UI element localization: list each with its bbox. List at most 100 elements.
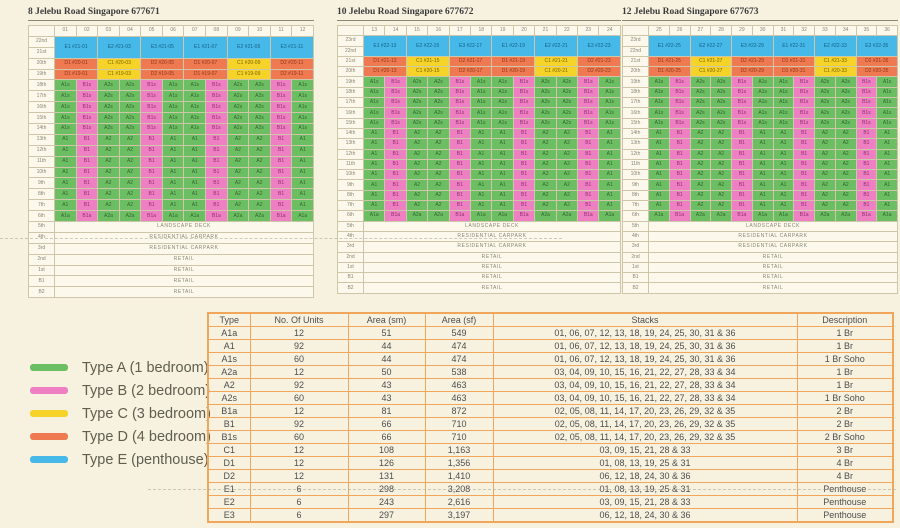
unit-cell: D2 #21-17 bbox=[448, 55, 493, 68]
unit-cell: A2s bbox=[710, 97, 732, 109]
unit-cell: A2 bbox=[226, 199, 250, 212]
unit-cell: B1s bbox=[140, 101, 163, 114]
unit-cell: B1 bbox=[855, 158, 878, 171]
unit-cell: A1 bbox=[54, 166, 77, 179]
penthouse-cell: E1 #22-25 bbox=[648, 35, 691, 57]
unit-cell: A1 bbox=[470, 138, 493, 150]
unit-cell: A1a bbox=[291, 210, 314, 223]
unit-cell: A1s bbox=[772, 117, 795, 129]
unit-cell: A1s bbox=[751, 117, 774, 129]
penthouse-cell: E1 #22-31 bbox=[772, 35, 815, 57]
stack-header-cell: 25 bbox=[648, 24, 670, 37]
unit-cell: A1s bbox=[183, 112, 207, 125]
table-cell: 12 bbox=[249, 326, 349, 340]
unit-cell: A2s bbox=[710, 107, 732, 119]
table-cell: 1 Br bbox=[796, 326, 894, 340]
floor-label: 8th bbox=[28, 188, 55, 201]
floor-label: 9th bbox=[28, 177, 55, 190]
unit-cell: A2 bbox=[248, 166, 271, 179]
table-cell: 463 bbox=[424, 391, 494, 405]
table-cell: 92 bbox=[249, 378, 349, 392]
unit-cell: B1 bbox=[668, 200, 691, 212]
unit-cell: A2 bbox=[689, 189, 712, 202]
unit-cell: A1s bbox=[161, 123, 185, 135]
unit-cell: A1 bbox=[598, 138, 621, 150]
floor-label: 18th bbox=[337, 86, 364, 99]
unit-cell: B1 bbox=[205, 133, 228, 146]
unit-cell: A2 bbox=[814, 158, 836, 171]
floor-label: 8th bbox=[337, 189, 364, 202]
floor-label: 17th bbox=[622, 97, 649, 109]
table-cell: 06, 12, 18, 24, 30 & 36 bbox=[492, 508, 798, 523]
unit-cell: B1s bbox=[448, 107, 472, 119]
unit-cell: B1s bbox=[75, 112, 99, 125]
legend-item: Type D (4 bedroom) bbox=[30, 429, 211, 445]
unit-cell: A2s bbox=[405, 86, 429, 99]
unit-cell: B1s bbox=[448, 97, 472, 109]
unit-cell: A2s bbox=[689, 86, 712, 99]
unit-cell: A1 bbox=[183, 199, 207, 212]
unit-cell: A1 bbox=[161, 166, 185, 179]
unit-cell: B1 bbox=[577, 127, 600, 140]
floor-label: 9th bbox=[622, 179, 649, 191]
unit-cell: A2s bbox=[814, 86, 836, 99]
unit-cell: A2 bbox=[710, 169, 732, 181]
unit-cell: A2s bbox=[248, 123, 271, 135]
table-cell: 3,197 bbox=[424, 508, 494, 523]
unit-cell: B1 bbox=[384, 127, 407, 140]
floor-label: 18th bbox=[28, 79, 55, 92]
table-cell: 1 Br bbox=[796, 339, 894, 353]
unit-cell: B1 bbox=[448, 148, 472, 160]
table-cell: 243 bbox=[347, 495, 426, 509]
table-cell: E2 bbox=[207, 495, 251, 509]
unit-cell: B1s bbox=[577, 107, 600, 119]
penthouse-cell: E2 #22-33 bbox=[814, 35, 857, 57]
unit-cell: B1 bbox=[577, 189, 600, 202]
unit-cell: A2 bbox=[834, 148, 857, 160]
table-cell: 474 bbox=[424, 352, 494, 366]
unit-cell: B1 bbox=[140, 199, 163, 212]
unit-cell: A1 bbox=[648, 148, 670, 160]
unit-cell: B1 bbox=[384, 189, 407, 202]
unit-cell: A2s bbox=[118, 123, 142, 135]
unit-cell: A1 bbox=[183, 144, 207, 157]
unit-cell: A1s bbox=[291, 90, 314, 103]
unit-cell: A1 bbox=[751, 200, 774, 212]
unit-cell: A1s bbox=[598, 97, 621, 109]
floor-label: 19th bbox=[28, 68, 55, 81]
table-row: B1s 60 66 710 02, 05, 08, 11, 14, 17, 20, 23… bbox=[207, 430, 894, 444]
unit-cell: A1 bbox=[772, 169, 795, 181]
stack-header-cell: 10 bbox=[248, 25, 271, 37]
unit-cell: A2s bbox=[118, 101, 142, 114]
unit-cell: A2 bbox=[97, 166, 120, 179]
unit-cell: A2s bbox=[405, 76, 429, 88]
unit-cell: A2a bbox=[555, 210, 579, 222]
unit-cell: A1s bbox=[362, 97, 386, 109]
facility-cell: RETAIL bbox=[363, 261, 621, 274]
unit-cell: A2s bbox=[814, 107, 836, 119]
unit-cell: A1 bbox=[183, 166, 207, 179]
floor-label: 20th bbox=[28, 57, 55, 70]
unit-cell: A2s bbox=[226, 123, 250, 135]
unit-cell: A2 bbox=[226, 166, 250, 179]
unit-cell: A2s bbox=[534, 97, 557, 109]
unit-cell: A2s bbox=[427, 97, 450, 109]
unit-cell: A1s bbox=[648, 117, 670, 129]
unit-cell: B1 bbox=[793, 169, 815, 181]
table-cell: A1 bbox=[207, 339, 251, 353]
unit-cell: B1s bbox=[384, 97, 407, 109]
table-cell: 538 bbox=[424, 365, 494, 379]
stack-header-cell: 14 bbox=[384, 24, 407, 37]
table-cell: 60 bbox=[249, 430, 349, 444]
floor-label: 1st bbox=[622, 261, 649, 274]
unit-cell: A1 bbox=[183, 177, 207, 190]
floor-label: B1 bbox=[337, 272, 364, 284]
unit-cell: A1s bbox=[54, 112, 77, 125]
stack-header-cell: 28 bbox=[710, 24, 732, 37]
stack-grid-table: 13 14 15 16 17 18 19 20 21 22 23 24 23rd E1 #22-13 E2 … bbox=[337, 24, 621, 294]
facility-cell: RETAIL bbox=[648, 251, 898, 263]
table-row: A1a 12 51 549 01, 06, 07, 12, 13, 18, 19, 24… bbox=[207, 326, 894, 340]
facility-cell: RETAIL bbox=[648, 261, 898, 274]
unit-cell: A2s bbox=[97, 101, 120, 114]
table-row: A2s 60 43 463 03, 04, 09, 10, 15, 16, 21, 22… bbox=[207, 391, 894, 405]
